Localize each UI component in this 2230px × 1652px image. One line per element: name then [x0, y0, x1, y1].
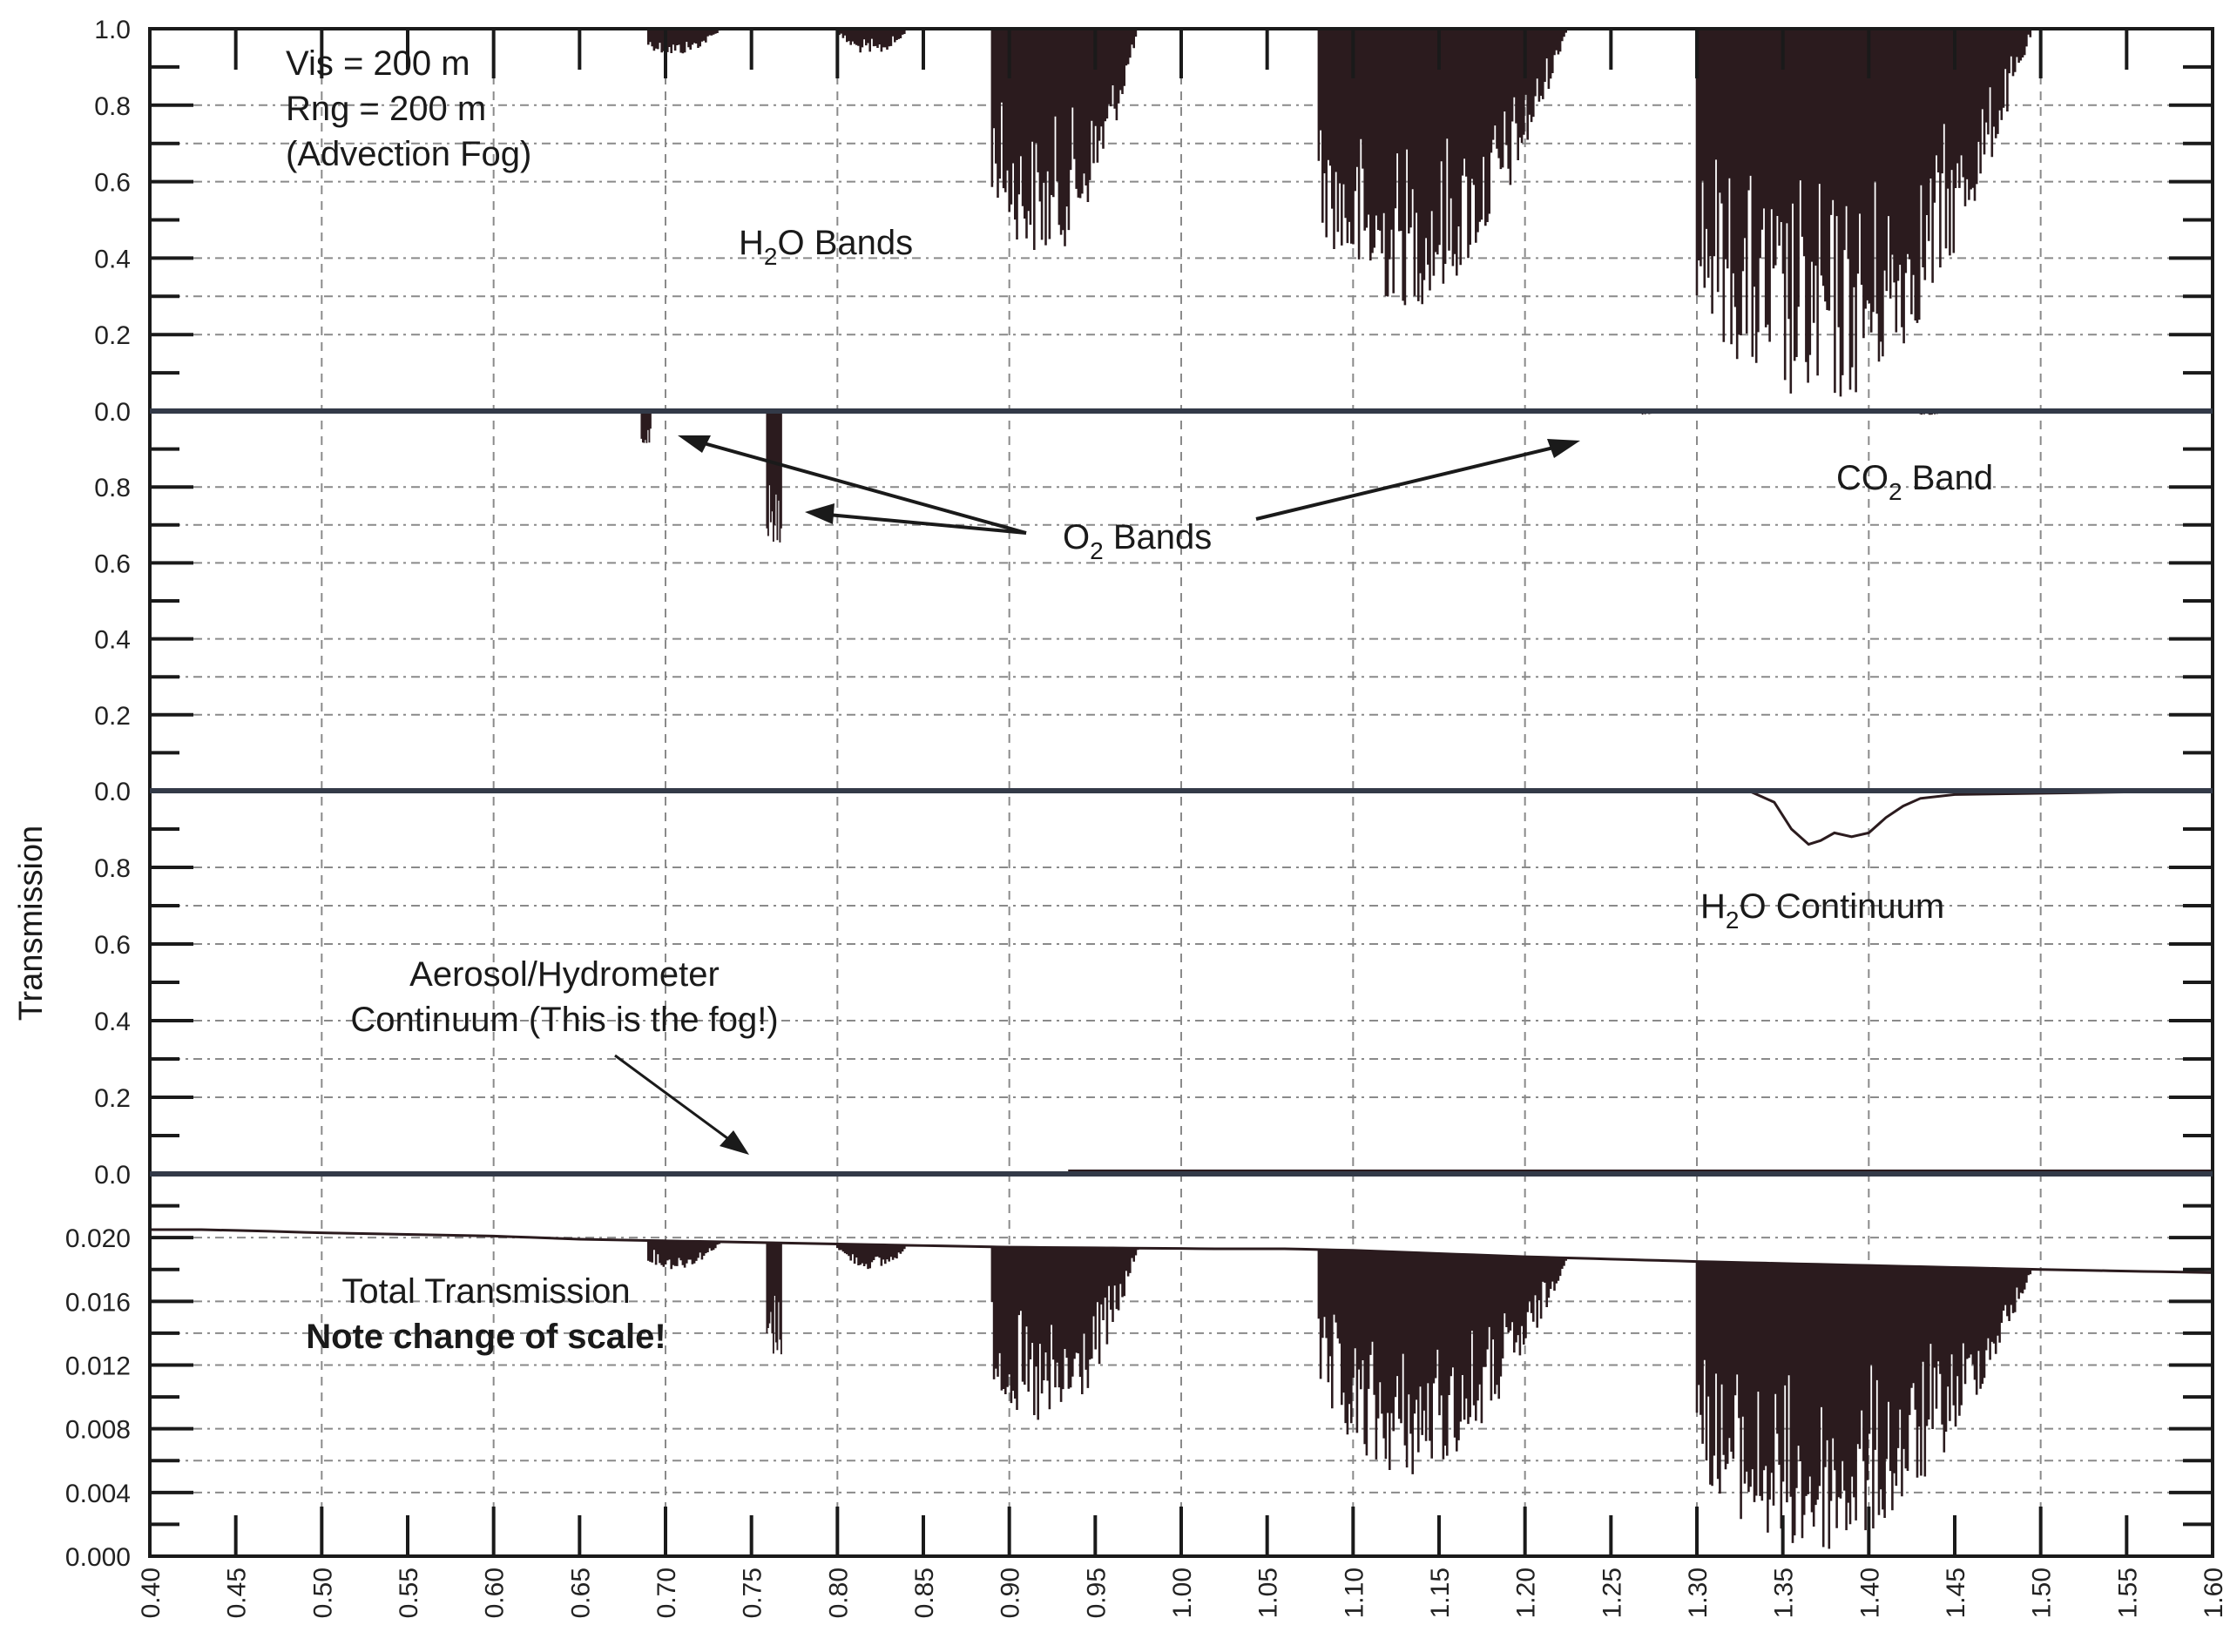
x-tick-label: 1.00 [1168, 1568, 1197, 1618]
annotation-range: Rng = 200 m [286, 90, 486, 128]
x-tick-label: 0.95 [1082, 1568, 1111, 1618]
y-tick-label: 0.0 [94, 398, 131, 427]
y-tick-label: 1.0 [94, 16, 131, 44]
y-tick-label: 0.6 [94, 169, 131, 198]
x-tick-label: 1.55 [2113, 1568, 2142, 1618]
y-tick-label: 0.004 [65, 1480, 131, 1508]
o2-arrows [678, 435, 1580, 535]
y-tick-label: 0.000 [65, 1543, 131, 1572]
y-tick-label: 0.6 [94, 931, 131, 960]
y-tick-label: 0.008 [65, 1416, 131, 1445]
y-tick-label: 0.0 [94, 778, 131, 806]
y-tick-label: 0.8 [94, 92, 131, 121]
x-tick-label: 1.35 [1770, 1568, 1799, 1618]
x-tick-label: 1.40 [1855, 1568, 1884, 1618]
x-tick-label: 1.25 [1598, 1568, 1626, 1618]
label-aerosol-line2: Continuum (This is the fog!) [350, 1001, 778, 1039]
label-h2o-continuum: H2O Continuum [1700, 887, 1944, 934]
y-tick-label: 0.012 [65, 1352, 131, 1381]
label-aerosol-line1: Aerosol/Hydrometer [409, 955, 720, 994]
y-tick-label: 0.8 [94, 854, 131, 883]
x-tick-label: 0.90 [997, 1568, 1025, 1618]
x-tick-label: 1.50 [2028, 1568, 2057, 1618]
label-h2o-bands: H2O Bands [739, 224, 913, 270]
y-tick-label: 0.016 [65, 1288, 131, 1317]
label-co2-band: CO2 Band [1836, 459, 1993, 505]
annotation-fog-type: (Advection Fog) [286, 135, 531, 173]
fog-arrow [614, 1054, 749, 1155]
y-axis-title: Transmission [13, 826, 50, 1022]
y-tick-label: 0.6 [94, 550, 131, 578]
x-tick-label: 0.50 [308, 1568, 337, 1618]
x-tick-label: 1.30 [1684, 1568, 1713, 1618]
tick-labels: 0.40 0.45 0.50 0.55 0.60 0.65 0.70 0.75 0.80 0.85… [65, 16, 2228, 1618]
y-tick-label: 0.8 [94, 474, 131, 502]
x-tick-label: 1.05 [1254, 1568, 1283, 1618]
y-tick-label: 0.4 [94, 245, 131, 273]
x-tick-label: 0.55 [395, 1568, 423, 1618]
y-tick-label: 0.2 [94, 1084, 131, 1113]
y-tick-label: 0.4 [94, 1008, 131, 1036]
x-tick-label: 1.45 [1942, 1568, 1970, 1618]
y-tick-label: 0.020 [65, 1224, 131, 1253]
label-o2-bands: O2 Bands [1063, 518, 1212, 564]
x-tick-label: 0.65 [566, 1568, 595, 1618]
x-tick-label: 0.75 [739, 1568, 767, 1618]
x-tick-label: 0.85 [910, 1568, 939, 1618]
annotation-visibility: Vis = 200 m [286, 44, 470, 83]
y-tick-label: 0.4 [94, 626, 131, 655]
x-tick-label: 0.80 [824, 1568, 853, 1618]
axes [148, 27, 2214, 1558]
label-scale-note: Note change of scale! [306, 1318, 666, 1356]
x-tick-label: 0.70 [652, 1568, 681, 1618]
x-tick-label: 0.45 [223, 1568, 252, 1618]
x-tick-label: 0.40 [137, 1568, 166, 1618]
x-tick-label: 1.20 [1512, 1568, 1541, 1618]
x-tick-label: 1.10 [1340, 1568, 1368, 1618]
x-tick-label: 1.15 [1426, 1568, 1455, 1618]
x-tick-label: 1.60 [2200, 1568, 2228, 1618]
y-tick-label: 0.0 [94, 1161, 131, 1190]
y-tick-label: 0.2 [94, 702, 131, 731]
y-tick-label: 0.2 [94, 321, 131, 350]
x-tick-label: 0.60 [481, 1568, 510, 1618]
label-total-transmission: Total Transmission [341, 1272, 630, 1311]
